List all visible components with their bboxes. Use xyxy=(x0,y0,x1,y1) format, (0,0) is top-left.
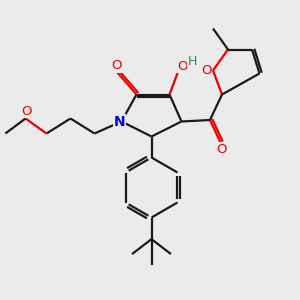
Text: O: O xyxy=(216,142,226,156)
Text: O: O xyxy=(21,105,32,118)
Text: O: O xyxy=(111,59,122,72)
Text: O: O xyxy=(201,64,212,77)
Text: N: N xyxy=(113,115,125,128)
Text: O: O xyxy=(177,59,188,73)
Text: H: H xyxy=(188,55,197,68)
